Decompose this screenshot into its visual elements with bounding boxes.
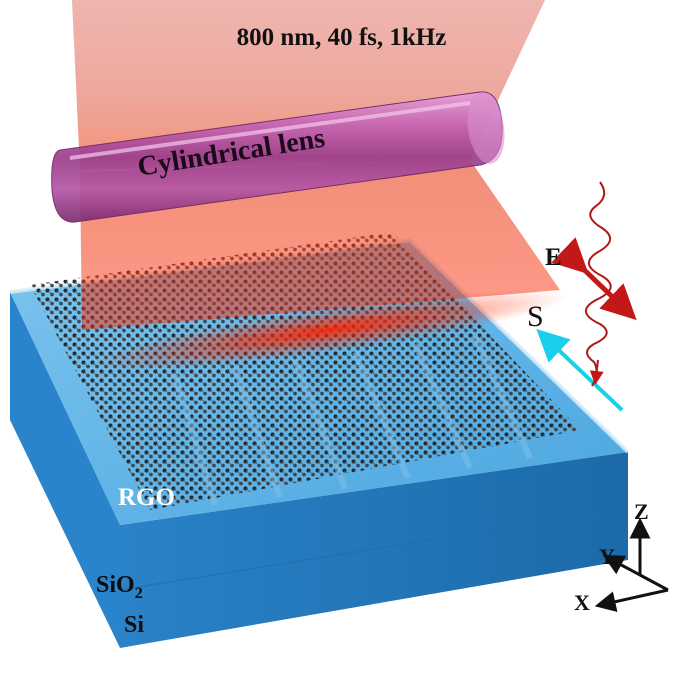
- substrate-silicon-boundary: [119, 507, 629, 591]
- cylindrical-lens-highlight: [69, 101, 471, 160]
- scan-direction-label: S: [527, 300, 544, 333]
- axis-z-label: Z: [634, 499, 649, 524]
- substrate-front-bottom: [120, 452, 628, 648]
- laser-focus-line: [92, 290, 568, 370]
- axis-y-label: Y: [599, 544, 615, 569]
- si-label: Si: [124, 612, 145, 638]
- axis-x-label: X: [574, 590, 590, 615]
- rgo-grating-grooves: [172, 334, 533, 506]
- sio2-label-subscript: 2: [134, 584, 143, 602]
- substrate-left-face: [10, 292, 120, 648]
- scan-direction-arrow: [536, 329, 624, 412]
- cylindrical-lens-end: [467, 92, 505, 164]
- laser-parameters-label: 800 nm, 40 fs, 1kHz: [236, 24, 447, 51]
- coordinate-axes: [594, 517, 669, 612]
- electric-field-arrow: [551, 237, 637, 321]
- rgo-label: RGO: [118, 484, 175, 511]
- sio2-label-main: SiO: [96, 572, 135, 598]
- cylindrical-lens: [51, 91, 503, 223]
- sio2-label: SiO2: [96, 572, 143, 603]
- light-wave-arrow: [589, 359, 604, 385]
- electric-field-label: E: [545, 244, 562, 271]
